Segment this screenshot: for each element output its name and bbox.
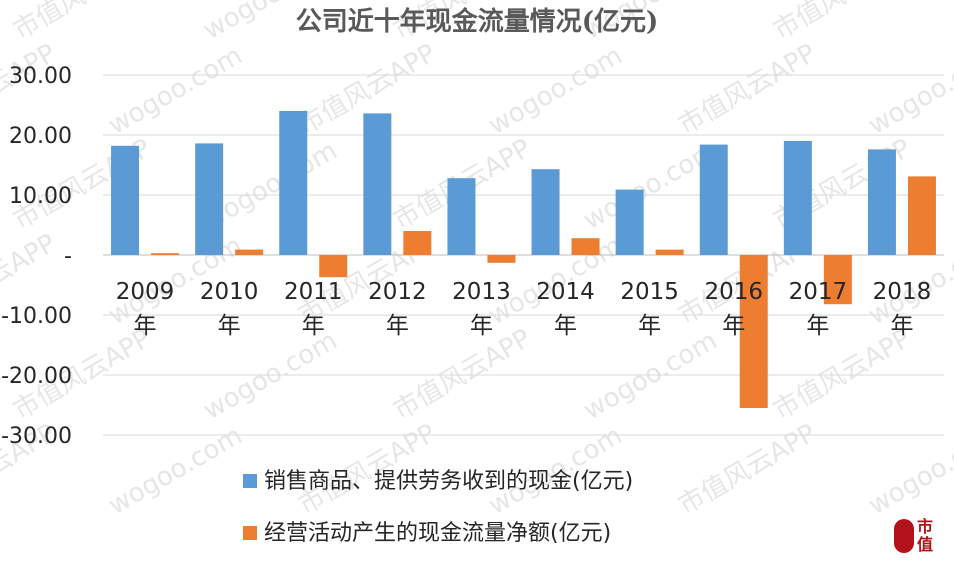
x-tick-label-suffix: 年 — [638, 313, 661, 339]
bar-sales-cash-2015 — [615, 189, 644, 255]
watermark-text: 市值风云APP — [769, 0, 917, 46]
chart-title: 公司近十年现金流量情况(亿元) — [296, 6, 659, 37]
watermark-text: 市值风云APP — [9, 0, 157, 46]
y-tick-label: -30.00 — [1, 424, 72, 449]
y-tick-label: 30.00 — [9, 64, 72, 89]
bar-sales-cash-2010 — [195, 143, 224, 255]
bar-operating-cashflow-2011 — [319, 255, 348, 278]
bar-operating-cashflow-2018 — [907, 176, 936, 255]
legend-swatch — [243, 526, 257, 540]
bar-operating-cashflow-2016 — [739, 255, 768, 408]
bars — [111, 111, 936, 408]
x-tick-label-year: 2011 — [284, 279, 343, 305]
bar-operating-cashflow-2010 — [235, 249, 264, 255]
y-tick-label: -10.00 — [1, 304, 72, 329]
legend-label: 销售商品、提供劳务收到的现金(亿元) — [264, 469, 633, 494]
bar-operating-cashflow-2017 — [823, 255, 852, 305]
x-tick-label-year: 2009 — [116, 279, 175, 305]
bar-sales-cash-2013 — [447, 178, 476, 255]
watermark-text: wogoo.com — [864, 421, 954, 521]
x-tick-label-year: 2013 — [452, 279, 511, 305]
bar-operating-cashflow-2015 — [655, 249, 684, 255]
y-tick-label: -20.00 — [1, 364, 72, 389]
bar-operating-cashflow-2009 — [151, 253, 180, 255]
x-tick-label-year: 2010 — [200, 279, 259, 305]
bar-sales-cash-2018 — [867, 149, 896, 255]
bar-sales-cash-2017 — [783, 141, 812, 255]
x-tick-label-suffix: 年 — [386, 313, 409, 339]
brand-logo: 市值 — [894, 513, 940, 559]
watermark-text: wogoo.com — [579, 326, 723, 426]
bar-sales-cash-2014 — [531, 169, 560, 255]
bar-sales-cash-2016 — [699, 144, 728, 255]
bar-operating-cashflow-2013 — [487, 255, 516, 263]
x-tick-label-suffix: 年 — [218, 313, 241, 339]
y-axis-tick-labels: 30.00 20.00 10.00 - -10.00 -20.00 -30.00 — [1, 64, 72, 449]
watermark-text: wogoo.com — [864, 41, 954, 141]
x-tick-label-year: 2018 — [873, 279, 932, 305]
x-tick-label-suffix: 年 — [302, 313, 325, 339]
x-tick-label-suffix: 年 — [890, 313, 913, 339]
watermark-text: wogoo.com — [104, 41, 248, 141]
x-tick-label-suffix: 年 — [134, 313, 157, 339]
y-tick-label: 10.00 — [9, 184, 72, 209]
x-axis-tick-labels: 2009 年 2010 年 2011 年 2012 年 2013 年 2014 年 2015 年 2016 年… — [116, 279, 931, 339]
logo-mark — [894, 519, 914, 553]
x-tick-label-year: 2012 — [368, 279, 427, 305]
legend-label: 经营活动产生的现金流量净额(亿元) — [264, 521, 611, 546]
bar-sales-cash-2009 — [111, 145, 140, 255]
bar-operating-cashflow-2012 — [403, 231, 432, 255]
y-tick-label: 20.00 — [9, 124, 72, 149]
watermark-text: wogoo.com — [484, 41, 628, 141]
x-tick-label-suffix: 年 — [722, 313, 745, 339]
x-tick-label-suffix: 年 — [806, 313, 829, 339]
watermark-text: wogoo.com — [199, 326, 343, 426]
x-tick-label-suffix: 年 — [470, 313, 493, 339]
x-tick-label-year: 2015 — [620, 279, 679, 305]
x-tick-label-year: 2017 — [789, 279, 848, 305]
legend-swatch — [243, 474, 257, 488]
bar-sales-cash-2012 — [363, 113, 392, 256]
bar-sales-cash-2011 — [279, 111, 308, 255]
logo-text: 市值 — [916, 517, 933, 554]
watermark-text: wogoo.com — [104, 421, 248, 521]
watermark-text: 市值风云APP — [674, 39, 822, 142]
x-tick-label-year: 2014 — [536, 279, 595, 305]
legend: 销售商品、提供劳务收到的现金(亿元) 经营活动产生的现金流量净额(亿元) — [243, 469, 633, 546]
x-tick-label-suffix: 年 — [554, 313, 577, 339]
watermark-text: 市值风云APP — [674, 419, 822, 522]
x-tick-label-year: 2016 — [704, 279, 763, 305]
y-tick-label: - — [64, 244, 72, 269]
watermark: 市值风云APP wogoo.com 市值风云APP wogoo.com 市值风云APP w… — [0, 0, 954, 521]
bar-operating-cashflow-2014 — [571, 238, 600, 255]
